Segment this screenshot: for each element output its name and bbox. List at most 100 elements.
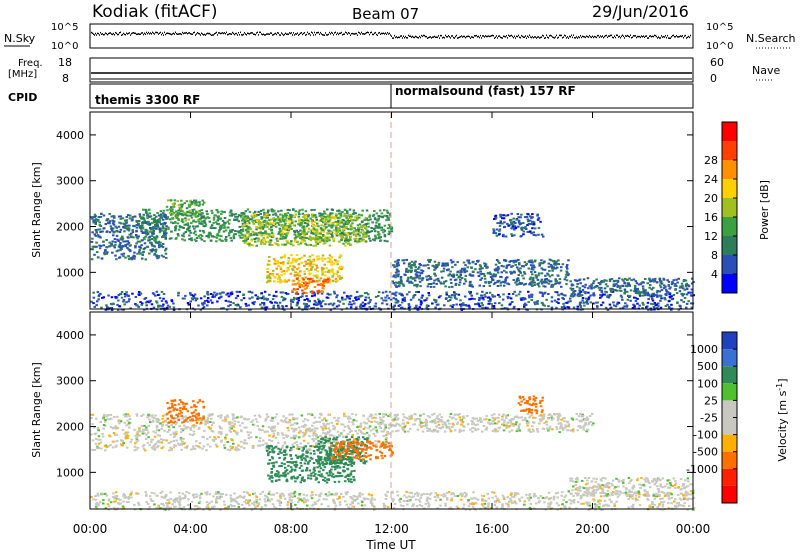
power-cell [273,260,277,262]
velocity-cell [468,502,472,505]
noise-sample [309,32,310,35]
power-cell [314,301,317,304]
power-cell [318,239,321,242]
power-cell [572,290,575,293]
power-cell [625,285,629,288]
power-cell [205,210,208,213]
power-cell [304,260,307,263]
power-cell [259,231,262,234]
noise-sample [432,36,433,38]
noise-sample [330,33,331,35]
power-cell [208,231,211,234]
power-cell [690,306,694,309]
velocity-cell [148,505,151,508]
noise-sample [427,37,428,39]
velocity-cell [660,501,663,504]
power-cell [304,276,307,279]
velocity-cell [474,508,478,511]
power-cell [123,222,126,225]
power-cell [114,225,117,228]
power-cell [259,243,263,245]
power-cell [499,213,502,216]
power-cell [277,277,280,280]
power-cell [531,281,535,284]
power-cell [282,237,285,240]
power-cell [284,292,288,295]
power-cell [565,283,568,286]
noise-sample [177,33,178,35]
power-cell [291,261,294,264]
noise-sample [407,37,408,39]
power-cell [440,276,444,279]
noise-sample [645,35,646,37]
power-cell [199,297,203,300]
power-cell [312,244,315,247]
noise-sample [387,32,388,34]
power-cell [260,306,264,309]
power-cell [512,217,515,220]
velocity-cell [534,495,537,497]
power-cell [198,213,201,216]
noise-sample [137,33,138,35]
power-cell [149,241,153,244]
velocity-cell [183,497,186,500]
noise-sample [603,36,604,39]
power-cell [596,285,599,287]
velocity-cell [661,505,665,508]
noise-sample [239,34,240,36]
power-cell [99,292,102,295]
power-cell [280,243,284,246]
power-cell [541,302,544,305]
power-cell [488,284,492,287]
noise-sample [438,35,439,37]
power-cell [117,240,120,243]
velocity-cell [159,491,162,494]
power-cell [670,283,674,286]
power-cell [281,291,285,294]
power-cell [633,284,637,287]
power-cell [97,295,101,298]
power-cell [365,222,368,225]
power-cell [363,234,367,237]
noise-sample [579,36,580,39]
noise-sample [124,33,125,36]
noise-sample [624,37,625,39]
power-cell [383,235,387,238]
power-cell [122,299,126,301]
noise-sample [595,36,596,38]
power-cell [323,278,326,281]
power-cell [118,246,122,249]
power-cell [535,276,538,279]
power-cell [344,220,348,223]
power-cell [175,216,178,219]
power-cell [331,271,334,274]
power-cell [477,259,480,262]
power-cell [284,229,287,232]
power-cell [659,306,663,309]
power-cell [567,273,570,276]
power-cell [313,229,316,232]
power-cell [244,241,248,244]
power-cell [327,237,330,240]
velocity-cell [439,498,442,501]
power-cell [587,291,590,294]
power-cell [136,252,139,255]
power-cell [202,306,206,309]
noise-sample [389,32,390,35]
power-cell [276,239,279,242]
power-cell [330,256,333,259]
power-cell [119,241,122,244]
noise-sample [499,35,500,37]
power-cell [517,274,520,276]
velocity-cell [234,500,237,503]
velocity-cell [365,497,368,500]
power-cell [544,274,547,277]
power-cell [641,294,645,297]
power-cell [680,299,683,302]
power-cell [429,285,433,288]
noise-sample [362,33,363,35]
power-cell [402,262,406,265]
noise-sample [201,32,202,34]
power-cell [606,294,609,297]
power-cell [283,213,287,215]
